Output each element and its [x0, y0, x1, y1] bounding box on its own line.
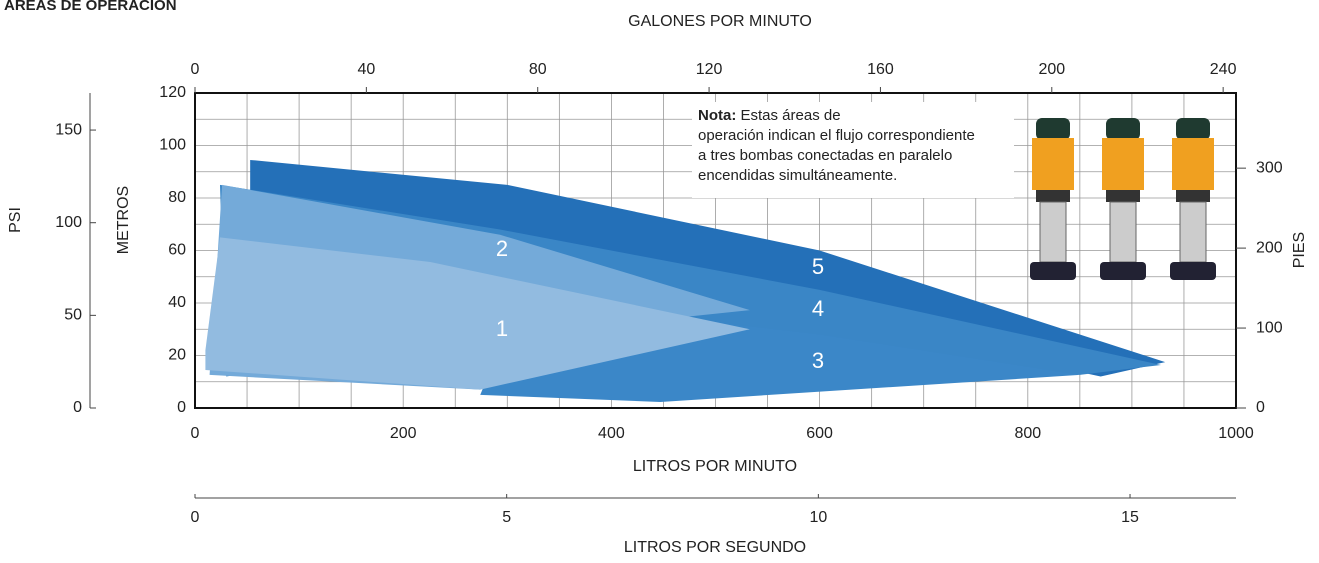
y3-axis-title: PSI: [7, 207, 24, 233]
y-tick-label: 60: [168, 242, 186, 259]
y3-tick-label: 150: [55, 121, 82, 138]
area-label: 4: [812, 296, 824, 321]
area-label: 1: [496, 316, 508, 341]
plot-frame: [194, 92, 1237, 409]
area-label: 2: [496, 236, 508, 261]
note-line: encendidas simultáneamente.: [698, 167, 897, 184]
x2-tick-label: 120: [696, 61, 723, 78]
note-line: a tres bombas conectadas en paralelo: [698, 147, 952, 164]
area-label: 3: [812, 348, 824, 373]
y3-tick-label: 100: [55, 214, 82, 231]
area: [205, 237, 750, 390]
note-line: operación indican el flujo correspondien…: [698, 127, 975, 144]
y-tick-label: 0: [177, 399, 186, 416]
x2-tick-label: 0: [191, 61, 200, 78]
x2-tick-label: 200: [1038, 61, 1065, 78]
area-label: 5: [812, 254, 824, 279]
y3-tick-label: 0: [73, 399, 82, 416]
x2-axis-title: GALONES POR MINUTO: [628, 13, 812, 30]
x-axis-title: LITROS POR MINUTO: [633, 458, 797, 475]
chart-title: ÁREAS DE OPERACIÓN: [4, 0, 177, 14]
y2-tick-label: 200: [1256, 239, 1283, 256]
x2-tick-label: 160: [867, 61, 894, 78]
x-tick-label: 800: [1014, 425, 1041, 442]
y-tick-label: 40: [168, 294, 186, 311]
y2-tick-label: 100: [1256, 319, 1283, 336]
note-label: Nota:: [698, 107, 736, 124]
y3-tick-label: 50: [64, 307, 82, 324]
y-tick-label: 80: [168, 189, 186, 206]
y-tick-label: 120: [159, 84, 186, 101]
x-tick-label: 600: [806, 425, 833, 442]
x2-tick-label: 40: [357, 61, 375, 78]
x3-tick-label: 5: [502, 509, 511, 526]
x2-tick-label: 240: [1210, 61, 1237, 78]
y-tick-label: 20: [168, 347, 186, 364]
y-axis-title: METROS: [115, 186, 132, 254]
y-tick-label: 100: [159, 137, 186, 154]
note: Nota: Estas áreas de operación indican el…: [698, 107, 975, 184]
x2-tick-label: 80: [529, 61, 547, 78]
x3-axis-title: LITROS POR SEGUNDO: [624, 539, 806, 556]
x-tick-label: 0: [191, 425, 200, 442]
x-tick-label: 200: [390, 425, 417, 442]
x3-tick-label: 15: [1121, 509, 1139, 526]
x3-tick-label: 10: [809, 509, 827, 526]
x-tick-label: 1000: [1218, 425, 1254, 442]
x3-tick-label: 0: [191, 509, 200, 526]
y2-tick-label: 300: [1256, 159, 1283, 176]
x-tick-label: 400: [598, 425, 625, 442]
areas: 1 2 3 4 5: [205, 159, 1166, 402]
note-box: [692, 102, 1014, 198]
pumps: [1030, 118, 1216, 280]
note-line: Estas áreas de: [741, 107, 841, 124]
y2-tick-label: 0: [1256, 399, 1265, 416]
y2-axis-title: PIES: [1291, 232, 1308, 268]
